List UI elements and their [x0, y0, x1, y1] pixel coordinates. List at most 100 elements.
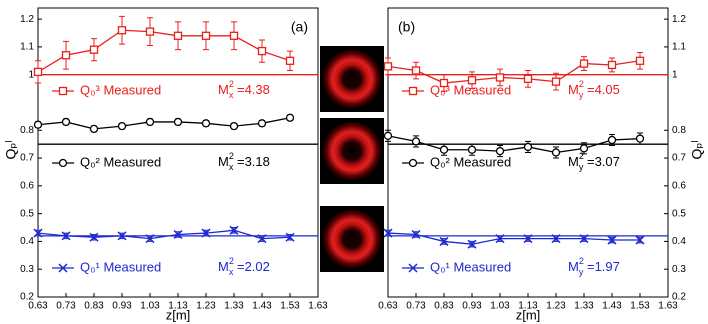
y-tick-label: 0.3	[672, 264, 686, 275]
marker	[145, 27, 155, 36]
y-tick-label: 0.2	[20, 292, 34, 303]
x-tick-label: 1.33	[224, 301, 244, 312]
marker	[439, 236, 449, 246]
legend-marker	[58, 263, 68, 273]
annotation-sub: y	[579, 267, 584, 277]
y-tick-label: 0.5	[20, 208, 34, 219]
marker	[579, 234, 589, 244]
y-tick-label: 1	[672, 69, 678, 80]
series-line	[37, 117, 291, 130]
marker	[33, 120, 43, 129]
x-tick-label: 0.83	[434, 301, 454, 312]
marker	[89, 232, 99, 242]
marker	[117, 26, 127, 35]
annotation-value: =2.02	[233, 259, 270, 274]
legend-label: Q₀¹ Measured	[80, 259, 161, 274]
annotation-sub: x	[229, 162, 234, 172]
y-axis-label: Qₚˡ	[3, 140, 19, 159]
x-tick-label: 0.83	[84, 301, 104, 312]
panel-label: (a)	[291, 19, 308, 35]
marker	[229, 225, 239, 235]
plot-frame	[37, 7, 319, 298]
marker	[173, 117, 183, 127]
marker	[411, 137, 421, 146]
marker	[439, 145, 449, 154]
marker	[257, 234, 267, 244]
y-tick-label: 0.4	[672, 236, 686, 247]
marker	[467, 76, 477, 85]
series-line	[37, 229, 291, 240]
annotation-base: M	[568, 154, 579, 169]
x-tick-label: 1.53	[630, 301, 650, 312]
legend-label: Q₀² Measured	[80, 154, 161, 169]
marker	[523, 142, 533, 152]
marker	[383, 62, 393, 71]
x-tick-label: 0.63	[378, 301, 398, 312]
marker	[439, 78, 449, 88]
y-tick-label: 1	[28, 69, 34, 80]
marker	[201, 31, 211, 40]
marker	[61, 117, 71, 127]
marker	[551, 234, 561, 244]
marker	[89, 124, 99, 134]
y-tick-label: 0.6	[20, 180, 34, 191]
marker	[635, 134, 645, 143]
marker	[579, 59, 589, 68]
legend-marker	[58, 158, 68, 168]
series-line	[387, 135, 641, 154]
x-tick-label: 1.23	[546, 301, 566, 312]
marker	[495, 234, 505, 244]
legend-marker	[408, 158, 418, 168]
annotation-base: M	[218, 82, 229, 97]
y-tick-label: 1.1	[672, 42, 686, 53]
marker	[61, 51, 71, 60]
y-tick-label: 0.8	[20, 125, 34, 136]
x-tick-label: 1.13	[518, 301, 538, 312]
marker	[383, 228, 393, 238]
marker	[201, 228, 211, 238]
annotation-sub: x	[229, 267, 234, 277]
annotation-value: =4.38	[233, 82, 270, 97]
y-tick-label: 0.8	[672, 125, 686, 136]
x-tick-label: 0.93	[462, 301, 482, 312]
marker	[173, 31, 183, 40]
marker	[635, 235, 645, 245]
y-tick-label: 0.3	[20, 264, 34, 275]
panel-label: (b)	[398, 19, 415, 35]
legend-marker	[58, 86, 68, 96]
x-axis-label: z[m]	[516, 307, 541, 322]
y-tick-label: 1.1	[20, 42, 34, 53]
marker	[257, 119, 267, 128]
marker	[467, 145, 477, 154]
marker	[89, 45, 99, 54]
y-tick-label: 1.2	[672, 14, 686, 25]
x-tick-label: 1.43	[602, 301, 622, 312]
x-tick-label: 1.23	[196, 301, 216, 312]
marker	[495, 73, 505, 82]
x-tick-label: 1.53	[280, 301, 300, 312]
series-line	[387, 60, 641, 84]
y-tick-label: 1.2	[20, 14, 34, 25]
annotation-sup: 2	[579, 79, 584, 89]
legend-label: Q₀³ Measured	[80, 82, 161, 97]
x-tick-label: 0.73	[406, 301, 426, 312]
annotation-value: =3.18	[233, 154, 270, 169]
marker	[201, 119, 211, 128]
legend-marker	[408, 86, 418, 96]
marker	[145, 117, 155, 127]
marker	[523, 74, 533, 84]
annotation-base: M	[218, 154, 229, 169]
x-tick-label: 1.63	[308, 301, 328, 312]
marker	[173, 229, 183, 240]
x-tick-label: 0.63	[28, 301, 48, 312]
marker	[33, 67, 43, 77]
annotation-base: M	[218, 259, 229, 274]
legend-label: Q₀³ Measured	[430, 82, 511, 97]
legend-label: Q₀¹ Measured	[430, 259, 511, 274]
y-tick-label: 0.7	[672, 153, 686, 164]
x-tick-label: 1.03	[490, 301, 510, 312]
annotation: M2 x =3.18	[218, 151, 270, 172]
beam-ring	[322, 49, 382, 109]
marker	[607, 235, 617, 245]
